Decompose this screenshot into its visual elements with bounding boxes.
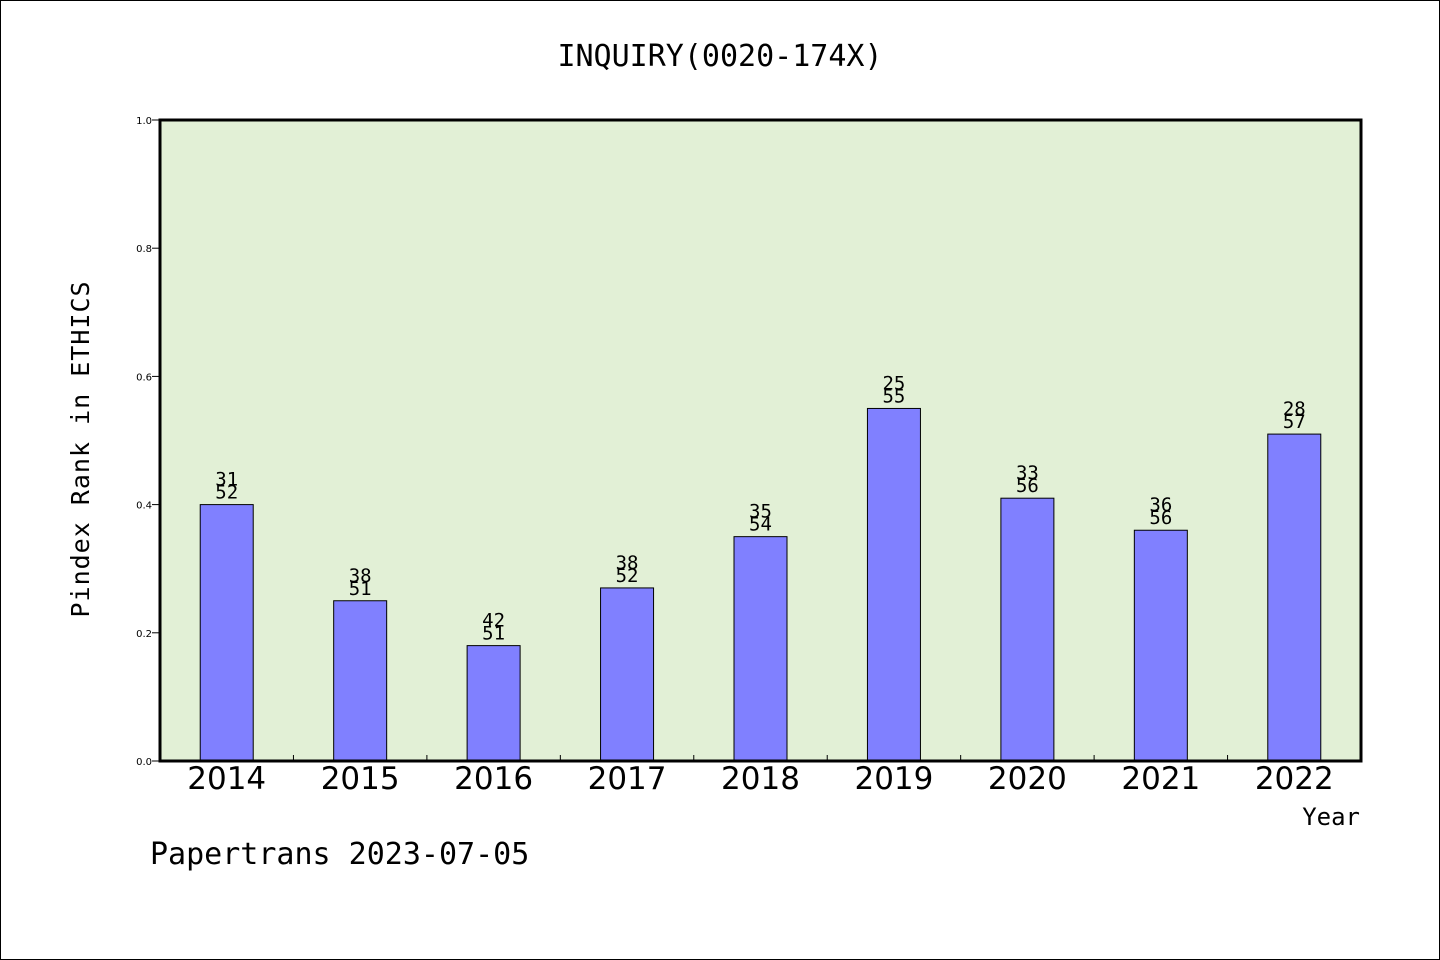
bar-label-rank: 31 (215, 469, 238, 491)
bar-label-rank: 35 (749, 501, 772, 523)
bars (199, 407, 1322, 762)
x-tick-label: 2017 (588, 761, 667, 797)
bar-2016 (466, 645, 521, 762)
plot-border (158, 118, 1363, 763)
x-tick-label: 2020 (988, 761, 1067, 797)
bar-label-total: 51 (482, 623, 505, 645)
bar-2021 (1133, 529, 1188, 762)
bar-label-rank: 38 (616, 552, 639, 574)
y-tick-label: 0.4 (136, 501, 152, 512)
x-axis-ticks: 2014 2015 2016 2017 2018 2019 2020 2021 2022 (187, 755, 1334, 797)
bar-2015 (333, 600, 388, 762)
x-axis-label: Year (1302, 803, 1360, 831)
bar-2022 (1267, 433, 1322, 762)
bar-2017 (600, 587, 655, 762)
bar-label-rank: 38 (349, 565, 372, 587)
bar-label-total: 51 (349, 578, 372, 600)
x-tick-label: 2014 (187, 761, 266, 797)
bar-label-rank: 25 (882, 372, 905, 394)
bar-label-total: 52 (616, 565, 639, 587)
bar-label-total: 54 (749, 514, 772, 536)
bar-label-total: 55 (882, 385, 905, 407)
y-tick-label: 0.6 (136, 372, 152, 383)
y-tick-label: 0.0 (136, 757, 152, 768)
y-tick-label: 0.2 (136, 629, 152, 640)
bar-label-total: 56 (1016, 475, 1039, 497)
x-tick-label: 2015 (321, 761, 400, 797)
y-axis-ticks: 0.0 0.2 0.4 0.6 0.8 1.0 (136, 116, 160, 768)
x-tick-label: 2021 (1121, 761, 1200, 797)
y-axis-label: Pindex Rank in ETHICS (66, 280, 95, 617)
chart-title: INQUIRY(0020-174X) (557, 39, 882, 74)
bar-label-rank: 42 (482, 610, 505, 632)
bar-2014 (199, 504, 254, 762)
bar-2019 (866, 407, 921, 762)
y-tick-label: 0.8 (136, 244, 152, 255)
bar-2018 (733, 536, 788, 762)
bar-2020 (1000, 497, 1055, 762)
bar-label-rank: 36 (1149, 494, 1172, 516)
bar-label-rank: 28 (1283, 398, 1306, 420)
footer-text: Papertrans 2023-07-05 (150, 837, 529, 872)
y-tick-label: 1.0 (136, 116, 152, 127)
bar-label-rank: 33 (1016, 462, 1039, 484)
x-tick-label: 2018 (721, 761, 800, 797)
bar-label-total: 57 (1283, 411, 1306, 433)
x-tick-label: 2016 (454, 761, 533, 797)
x-tick-label: 2022 (1255, 761, 1334, 797)
bar-label-total: 56 (1149, 507, 1172, 529)
x-tick-label: 2019 (854, 761, 933, 797)
bar-label-total: 52 (215, 482, 238, 504)
